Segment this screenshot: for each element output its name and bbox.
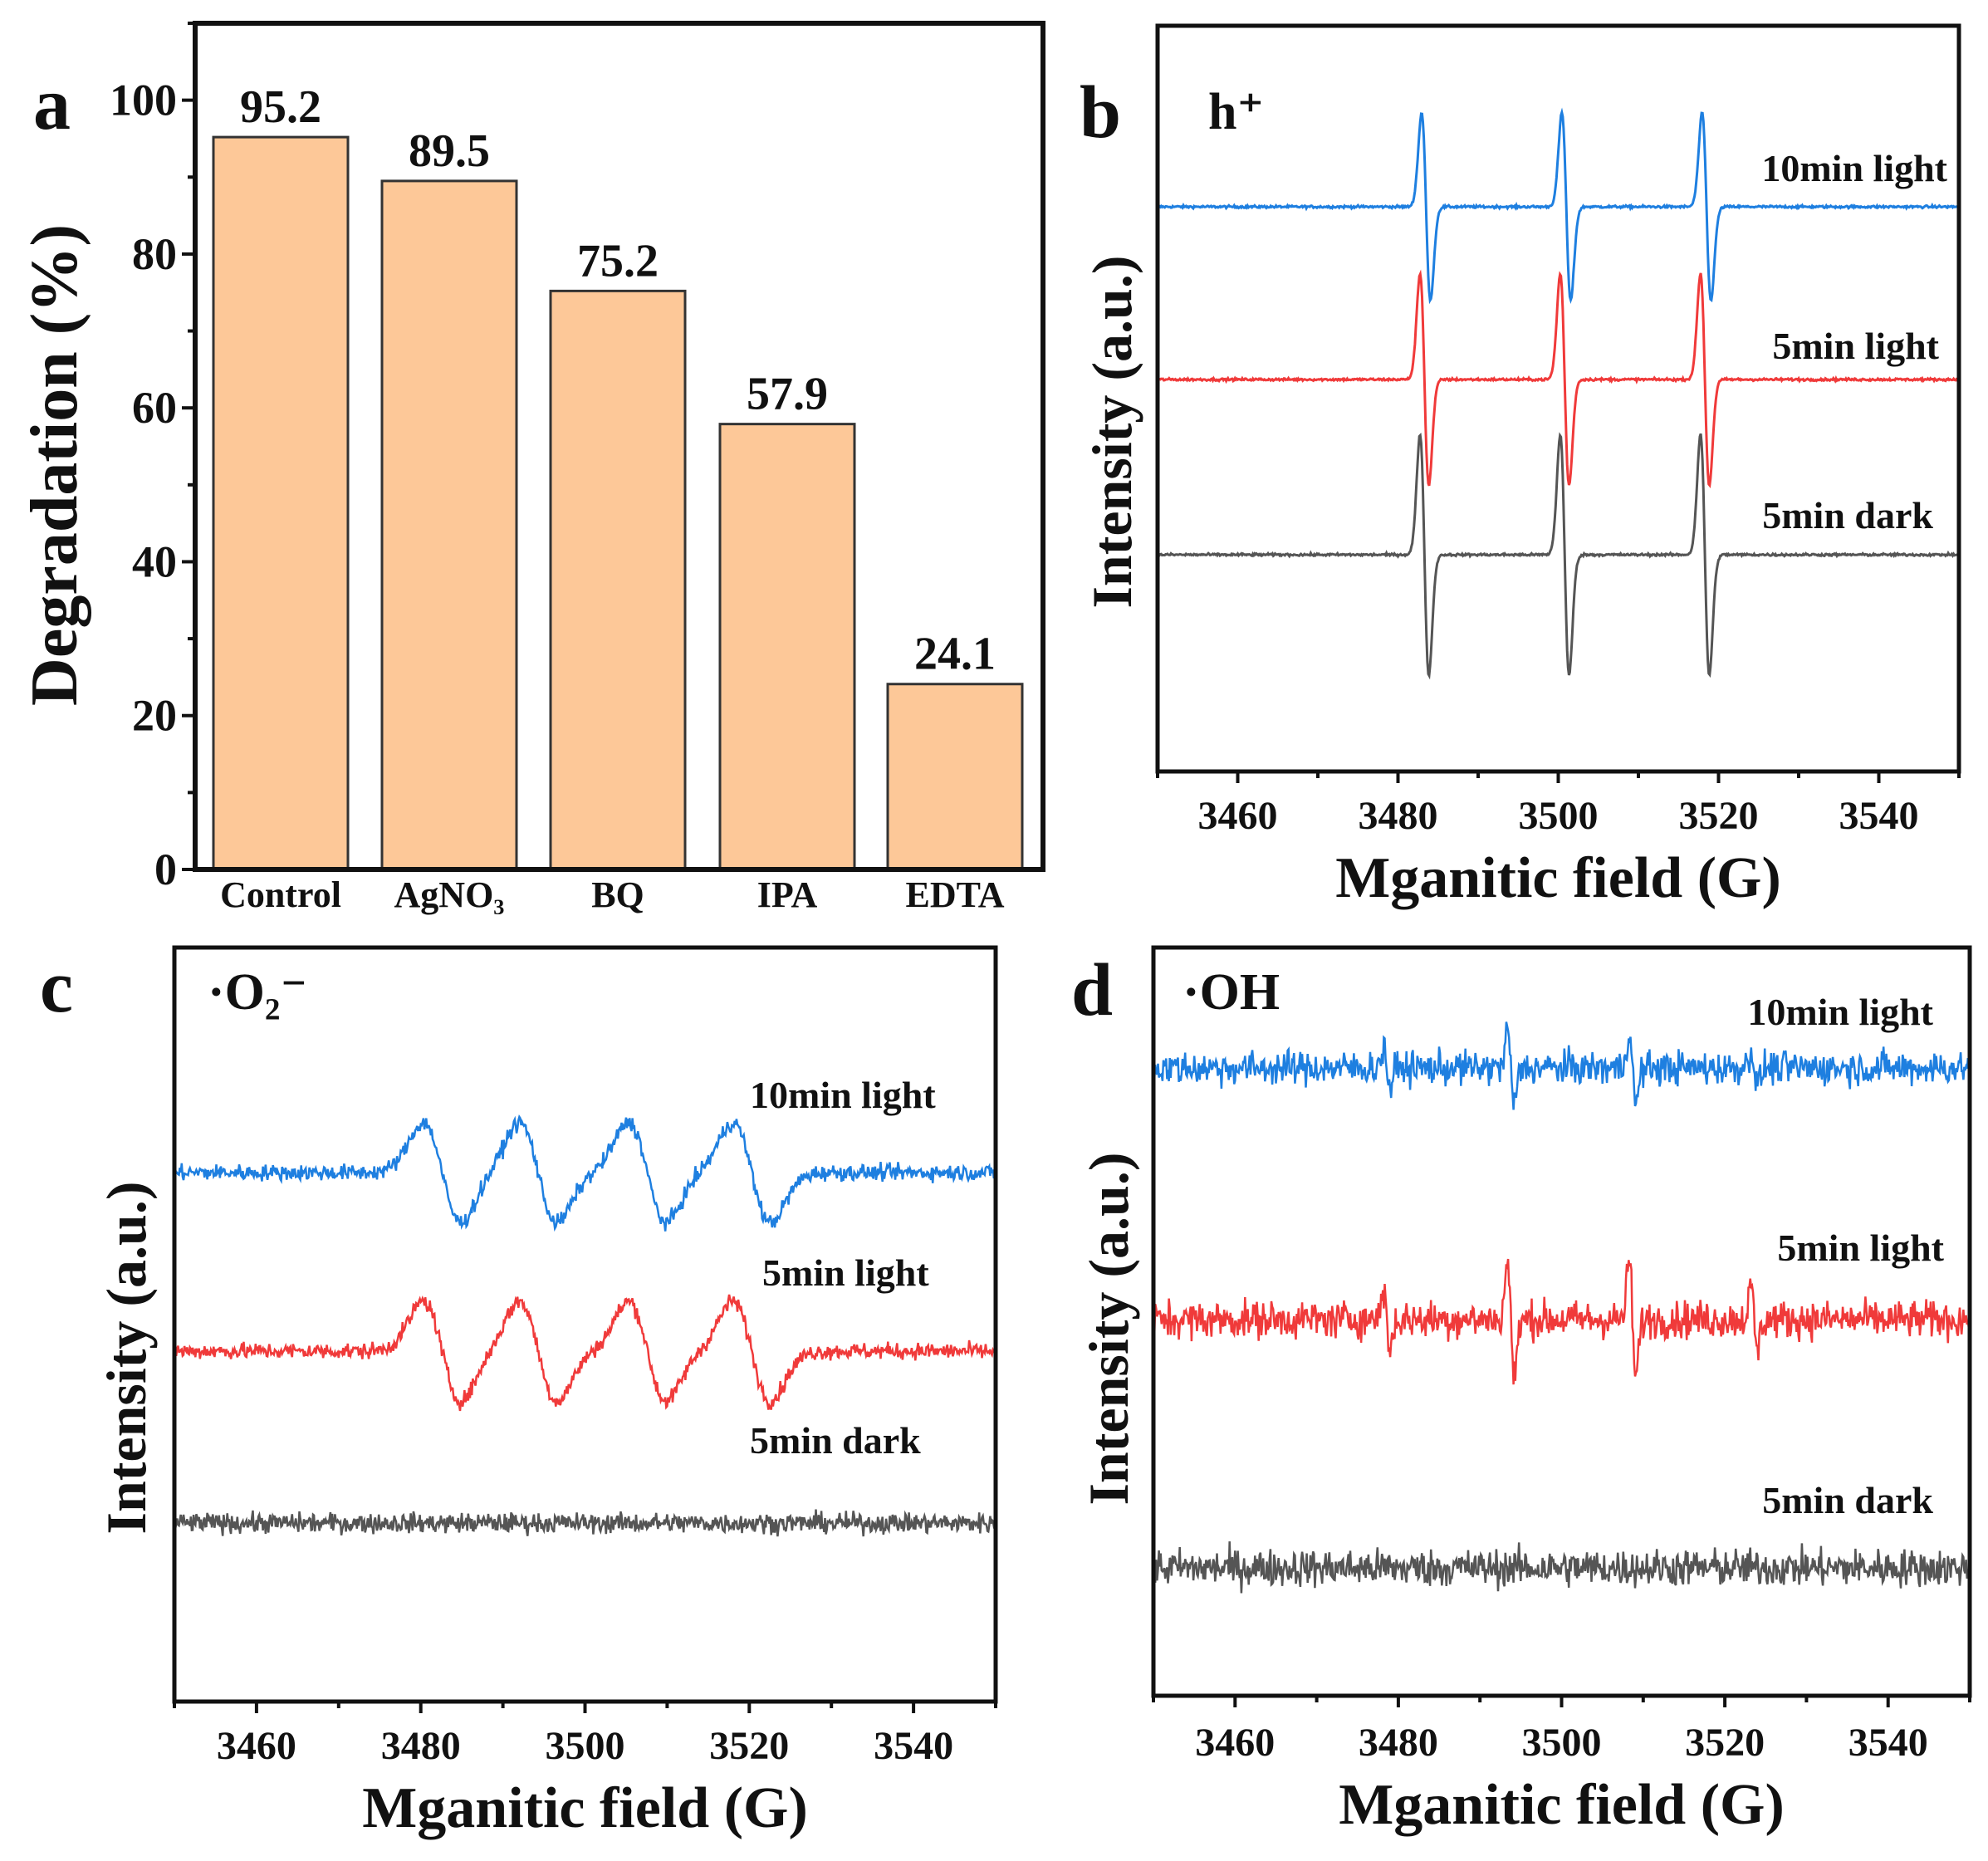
x-tick-label: 3520 [1679,794,1759,838]
series-label: 5min light [1772,325,1939,367]
x-axis-title: Mganitic field (G) [362,1776,808,1840]
bar-value-label: 89.5 [409,125,490,177]
panel-b: 10min light 5min light 5min dark 3460 3480 35… [1080,23,1961,910]
y-tick-label: 40 [132,536,177,586]
series-line-10min-light [1152,1021,1971,1110]
bar-0 [212,135,350,871]
species-annotation: ·OH [1183,964,1280,1021]
species-annotation: ·O₂⁻ [208,964,307,1021]
y-axis-title: Degradation (%) [18,224,91,706]
plot-frame [172,945,998,1704]
x-tick-label: 3460 [1195,1721,1275,1765]
y-axis-title: Intensity (a.u.) [95,1181,158,1534]
x-axis-title: Mganitic field (G) [1335,846,1781,910]
x-axis-title: Mganitic field (G) [1339,1773,1785,1837]
x-tick-label: 3520 [1685,1721,1765,1765]
x-tick-label: 3540 [1848,1721,1928,1765]
y-tick-label: 0 [154,845,177,894]
bar-value-label: 75.2 [577,235,659,286]
bar-value-label: 95.2 [240,81,321,133]
plot-frame [193,21,1045,872]
bar-2 [549,289,687,871]
bar-value-label: 57.9 [747,369,828,420]
series-line-5min-light [1157,269,1961,489]
series-label: 5min dark [750,1419,921,1462]
y-tick-label: 100 [110,76,177,125]
series-line-5min-dark [173,1509,997,1537]
x-tick-label: 3500 [546,1724,625,1768]
x-tick-label: 3500 [1522,1721,1602,1765]
x-tick-label: 3480 [381,1724,461,1768]
series-line-10min-light [173,1114,997,1232]
y-axis-title: Intensity (a.u.) [1080,255,1143,608]
bar-value-label: 24.1 [914,629,996,680]
panel-letter-d: d [1071,949,1113,1031]
panel-d: 10min light 5min light 5min dark 3460 3480 35… [1071,945,1972,1837]
x-tick-label: 3540 [1839,794,1919,838]
y-tick-label: 80 [132,229,177,279]
series-label: 5min dark [1762,494,1933,536]
x-tick-label: AgNO₃ [394,874,505,915]
series-line-5min-light [1152,1258,1971,1385]
x-tick-label: IPA [757,874,818,915]
y-axis-title: Intensity (a.u.) [1077,1152,1140,1505]
panel-a: 95.2 Control 89.5 AgNO₃ 75.2 BQ 57.9 IPA 24.1 EDT… [18,21,1045,915]
series-label: 10min light [750,1074,936,1116]
panel-c: 10min light 5min light 5min dark 3460 3480 35… [40,945,998,1840]
series-label: 10min light [1747,991,1933,1033]
x-tick-label: 3460 [217,1724,296,1768]
series-line-5min-light [173,1294,997,1412]
panel-letter-a: a [33,63,71,145]
x-tick-label: 3480 [1359,794,1438,838]
x-tick-label: BQ [591,874,644,915]
bar-3 [718,423,856,871]
x-tick-label: 3500 [1519,794,1599,838]
y-tick-label: 20 [132,691,177,741]
series-label: 5min light [1777,1227,1944,1269]
x-tick-label: Control [220,874,341,915]
bar-1 [380,179,518,871]
series-label: 10min light [1761,147,1947,189]
panel-letter-b: b [1080,71,1121,154]
x-tick-label: 3480 [1359,1721,1438,1765]
x-tick-label: 3460 [1198,794,1278,838]
species-annotation: h⁺ [1208,84,1264,140]
panel-letter-c: c [40,946,73,1028]
y-tick-label: 60 [132,383,177,433]
x-tick-label: 3520 [709,1724,789,1768]
series-label: 5min light [762,1251,929,1294]
series-label: 5min dark [1762,1479,1933,1521]
series-line-10min-light [1157,107,1960,305]
series-line-5min-dark [1153,1541,1971,1594]
series-line-5min-dark [1157,432,1960,680]
x-tick-label: EDTA [906,874,1005,915]
x-tick-label: 3540 [874,1724,953,1768]
bar-4 [886,683,1024,871]
